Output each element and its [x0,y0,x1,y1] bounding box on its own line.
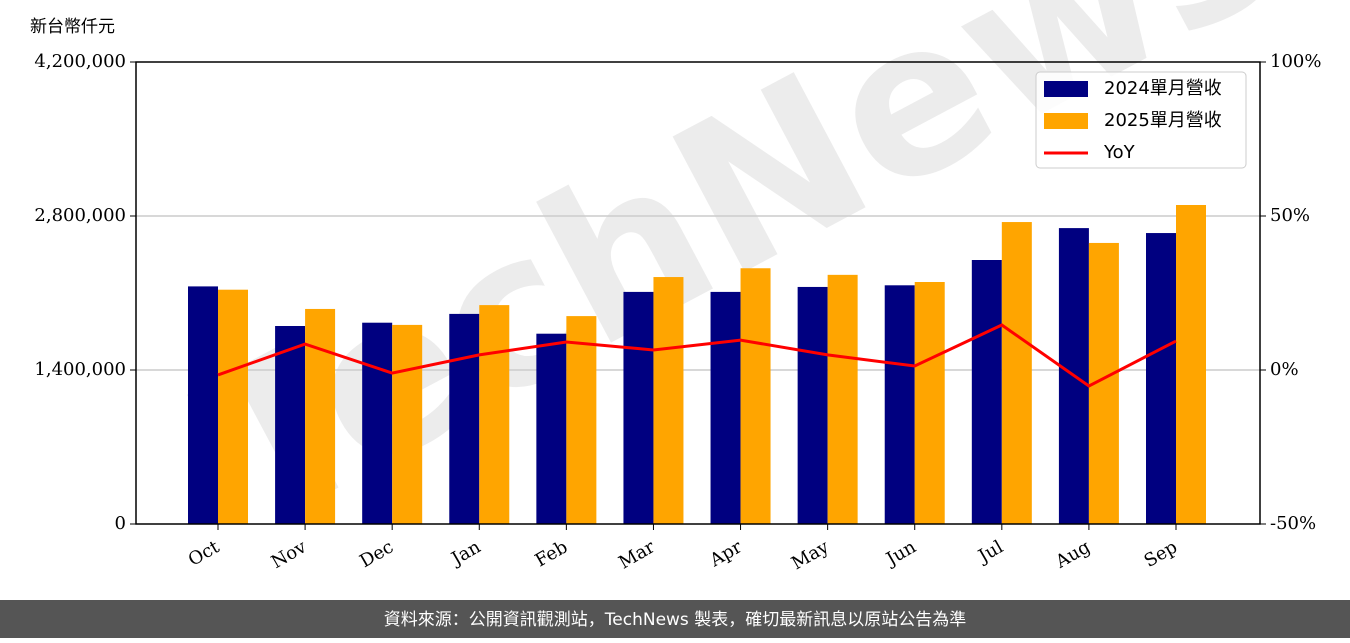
bar [566,316,597,524]
y-axis-label: 新台幣仟元 [30,17,115,37]
y2-tick-label: 0% [1270,359,1299,380]
bar [275,326,306,524]
line [217,323,1177,388]
bar [710,291,741,524]
bar [884,285,915,524]
legend-swatch [1044,113,1088,129]
x-tick-label: Dec [356,536,397,572]
x-tick-label: Feb [532,536,572,571]
bar [218,289,248,524]
legend-label: YoY [1103,142,1136,163]
y-tick-label: 4,200,000 [34,51,126,72]
y2-tick-label: -50% [1270,513,1316,534]
x-tick-label: Oct [185,536,224,571]
legend: 2024單月營收 2025單月營收 YoY [1035,71,1247,169]
y-tick-label: 1,400,000 [34,359,126,380]
x-tick-label: Mar [615,536,659,573]
bar [362,322,393,524]
x-tick-label: Aug [1051,536,1094,573]
legend-box [1035,71,1247,169]
legend-label: 2025單月營收 [1104,110,1222,131]
bar [188,286,218,524]
x-tick-label: Jan [446,536,484,570]
footer-band [0,600,1350,638]
bar [971,260,1002,524]
legend-swatch [1044,81,1088,97]
bar [305,308,336,524]
bar [914,282,945,524]
bar [392,324,423,524]
plot-frame [135,61,1261,525]
bar [449,313,480,524]
x-tick-label: Jun [881,536,920,571]
y2-tick-label: 100% [1270,51,1321,72]
y2-tick-label: 50% [1270,205,1310,226]
bar [1001,222,1032,525]
bar [827,274,858,524]
bar [740,268,771,524]
x-tick-label: May [788,536,833,574]
y-tick-label: 0 [115,513,126,534]
bar [653,277,684,524]
x-tick-label: Jul [973,536,1007,568]
bar [1176,205,1206,524]
x-tick-label: Sep [1141,536,1181,571]
x-tick-label: Apr [705,536,745,571]
footer: 資料來源：公開資訊觀測站，TechNews 製表，確切最新訊息以原站公告為準 [384,610,966,630]
bar [797,286,828,524]
bar [536,333,567,524]
legend-label: 2024單月營收 [1104,78,1222,99]
bar [1146,233,1176,525]
bar [479,305,510,524]
bar [623,291,654,524]
y-tick-label: 2,800,000 [34,205,126,226]
